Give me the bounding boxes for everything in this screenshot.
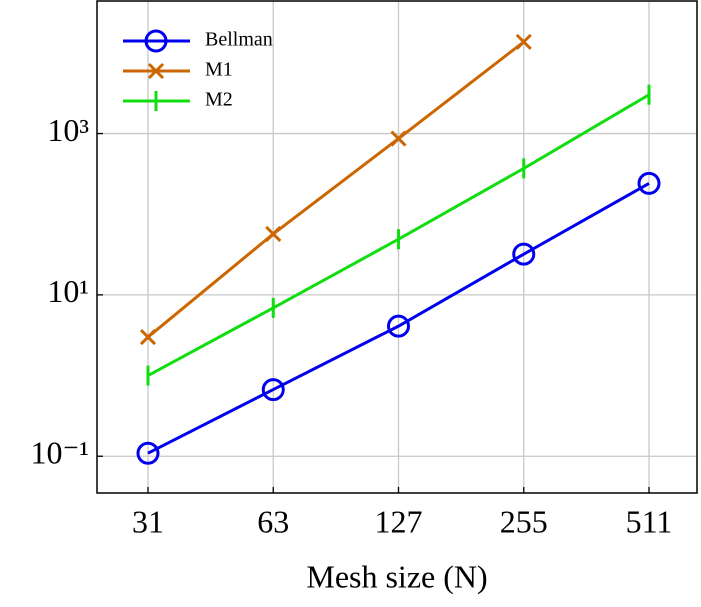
marker [261,378,285,402]
y-tick-label: 10⁻¹ [31,435,89,471]
x-axis-label: Mesh size (N) [306,558,487,594]
x-tick-label: 255 [500,503,548,539]
legend-text: M1 [205,59,233,81]
series-line [147,40,525,339]
y-tick-label: 10¹ [47,273,89,309]
marker [637,171,661,195]
legend-marker [147,62,165,80]
x-tick-label: 127 [375,503,423,539]
marker [390,130,407,147]
x-tick-label: 31 [132,503,164,539]
x-tick-label: 511 [626,503,673,539]
marker [136,441,160,465]
marker [139,329,157,346]
series-line [147,182,650,455]
y-tick-label: 10³ [47,112,89,148]
plot-frame [96,0,698,494]
marker [512,242,536,266]
legend-text: M2 [205,89,233,111]
marker [265,225,282,242]
marker [387,314,410,338]
legend-marker [144,29,168,53]
x-tick-label: 63 [257,503,289,539]
marker [515,33,532,50]
legend-text: Bellman [205,29,273,51]
